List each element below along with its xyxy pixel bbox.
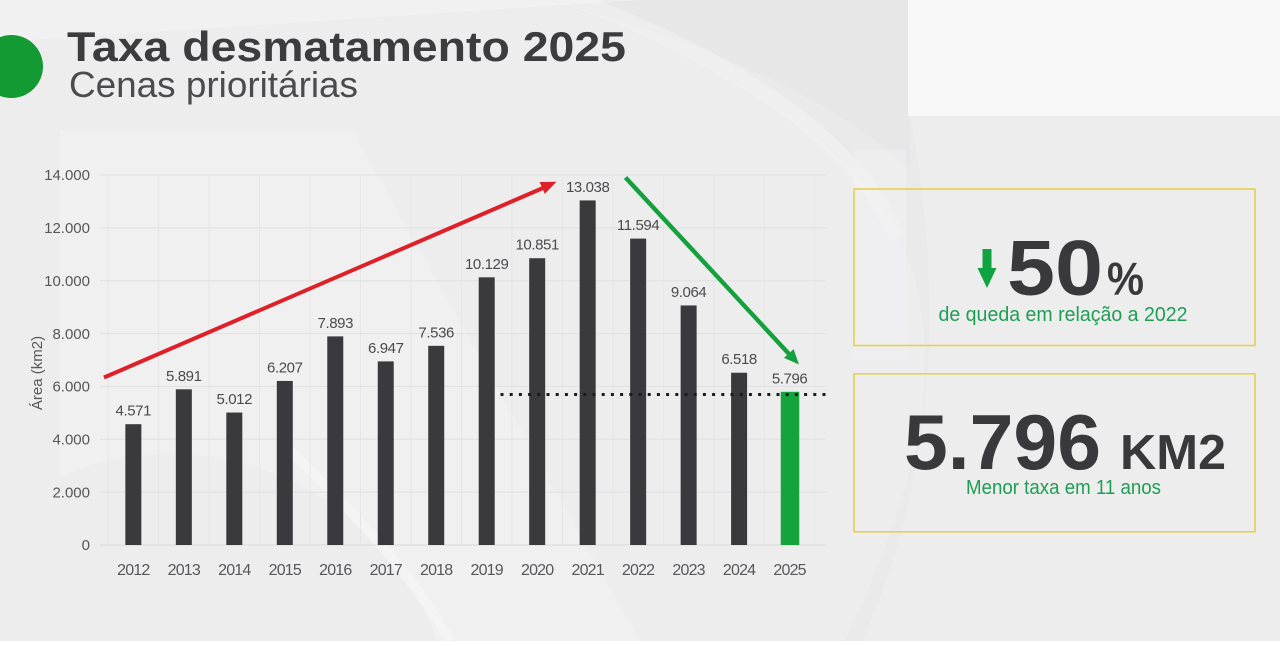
svg-text:2015: 2015 (269, 562, 302, 579)
svg-text:2017: 2017 (370, 562, 403, 579)
svg-text:0: 0 (82, 537, 90, 554)
svg-text:6.000: 6.000 (52, 379, 90, 396)
svg-text:10.000: 10.000 (44, 273, 90, 290)
svg-text:2021: 2021 (571, 562, 604, 579)
svg-text:6.947: 6.947 (368, 340, 404, 357)
svg-text:2014: 2014 (218, 562, 251, 579)
svg-text:2020: 2020 (521, 562, 554, 579)
svg-text:6.518: 6.518 (721, 351, 757, 368)
svg-text:7.536: 7.536 (418, 324, 454, 341)
svg-text:Menor taxa em 11 anos: Menor taxa em 11 anos (966, 476, 1161, 499)
svg-text:50: 50 (1007, 224, 1103, 312)
svg-text:%: % (1107, 253, 1144, 305)
svg-text:5.796: 5.796 (904, 398, 1101, 486)
svg-text:12.000: 12.000 (44, 220, 90, 237)
svg-text:2022: 2022 (622, 562, 655, 579)
svg-text:4.571: 4.571 (116, 403, 152, 420)
svg-text:2025: 2025 (773, 562, 806, 579)
svg-text:2013: 2013 (168, 562, 201, 579)
svg-text:2012: 2012 (117, 562, 150, 579)
svg-text:de queda em relação a 2022: de queda em relação a 2022 (939, 303, 1188, 326)
svg-text:6.207: 6.207 (267, 360, 303, 377)
svg-text:4.000: 4.000 (52, 432, 90, 449)
svg-text:5.891: 5.891 (166, 368, 202, 385)
svg-text:Taxa desmatamento 2025: Taxa desmatamento 2025 (67, 23, 626, 70)
svg-text:2018: 2018 (420, 562, 453, 579)
svg-text:2016: 2016 (319, 562, 352, 579)
svg-text:Área (km2): Área (km2) (29, 336, 46, 410)
svg-text:10.129: 10.129 (465, 256, 509, 273)
svg-text:5.796: 5.796 (772, 370, 808, 387)
svg-text:2019: 2019 (470, 562, 503, 579)
svg-text:8.000: 8.000 (52, 326, 90, 343)
svg-text:7.893: 7.893 (318, 315, 354, 332)
svg-text:KM2: KM2 (1120, 426, 1226, 480)
svg-text:11.594: 11.594 (617, 217, 659, 234)
svg-text:14.000: 14.000 (44, 167, 90, 184)
svg-text:2.000: 2.000 (52, 484, 90, 501)
svg-text:2024: 2024 (723, 562, 756, 579)
svg-text:Cenas prioritárias: Cenas prioritárias (69, 64, 358, 105)
svg-text:5.012: 5.012 (217, 391, 253, 408)
svg-text:2023: 2023 (672, 562, 705, 579)
svg-text:10.851: 10.851 (515, 237, 559, 254)
svg-text:13.038: 13.038 (566, 179, 610, 196)
svg-text:9.064: 9.064 (671, 284, 707, 301)
